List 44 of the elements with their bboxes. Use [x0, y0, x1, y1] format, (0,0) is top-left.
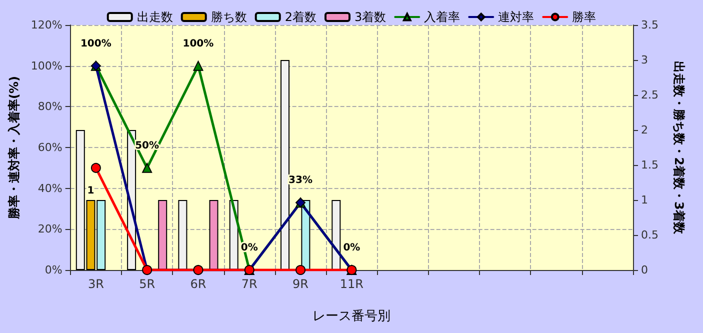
- y-tick-label: 60%: [38, 141, 62, 154]
- bar: [209, 200, 218, 270]
- x-tick-label: 6R: [190, 277, 206, 291]
- y-tick-label: 20%: [38, 222, 62, 236]
- point: [142, 162, 152, 173]
- x-tick-label: 11R: [340, 277, 364, 291]
- y2-tick-label: 0: [641, 264, 648, 276]
- data-label: 100%: [80, 38, 112, 50]
- y2-tick-label: 0.5: [641, 228, 658, 242]
- data-label: 1: [87, 186, 94, 196]
- legend-label: 入着率: [424, 10, 460, 24]
- x-tick-label: 5R: [139, 277, 156, 291]
- y2-tick-label: 3.5: [641, 18, 658, 32]
- legend-label: 勝率: [572, 10, 596, 24]
- y2-tick-label: 2.5: [641, 88, 658, 102]
- x-tick-label: 3R: [88, 277, 104, 291]
- y-axis-title: 勝率・連対率・入着率(%): [7, 76, 21, 220]
- y-tick-label: 100%: [30, 59, 62, 72]
- y2-tick-label: 1.5: [641, 158, 658, 172]
- x-tick-label: 9R: [292, 277, 309, 291]
- x-tick-label: 7R: [241, 277, 258, 291]
- legend-label: 2着数: [284, 10, 317, 24]
- legend-label: 3着数: [354, 10, 386, 24]
- legend-label: 勝ち数: [210, 10, 247, 24]
- y-tick-label: 120%: [30, 18, 62, 32]
- y2-tick-label: 2: [641, 124, 648, 136]
- legend-label: 出走数: [136, 10, 173, 24]
- data-label: 100%: [182, 38, 214, 50]
- legend-label: 連対率: [498, 10, 534, 24]
- y2-tick-label: 3: [641, 54, 648, 66]
- point: [90, 162, 101, 173]
- bar: [178, 200, 188, 270]
- data-label: 0%: [343, 242, 360, 254]
- point: [296, 265, 306, 275]
- point: [193, 60, 204, 71]
- bar: [332, 200, 341, 270]
- y2-tick-label: 1: [641, 194, 648, 206]
- x-axis-title: レース番号別: [312, 309, 391, 324]
- bar: [280, 60, 290, 270]
- bar: [158, 200, 168, 270]
- y-tick-label: 80%: [38, 100, 62, 114]
- y-tick-label: 0%: [44, 264, 62, 276]
- y-tick-label: 40%: [38, 182, 62, 195]
- y2-axis-title: 出走数・勝ち数・2着数・3着数: [672, 61, 686, 235]
